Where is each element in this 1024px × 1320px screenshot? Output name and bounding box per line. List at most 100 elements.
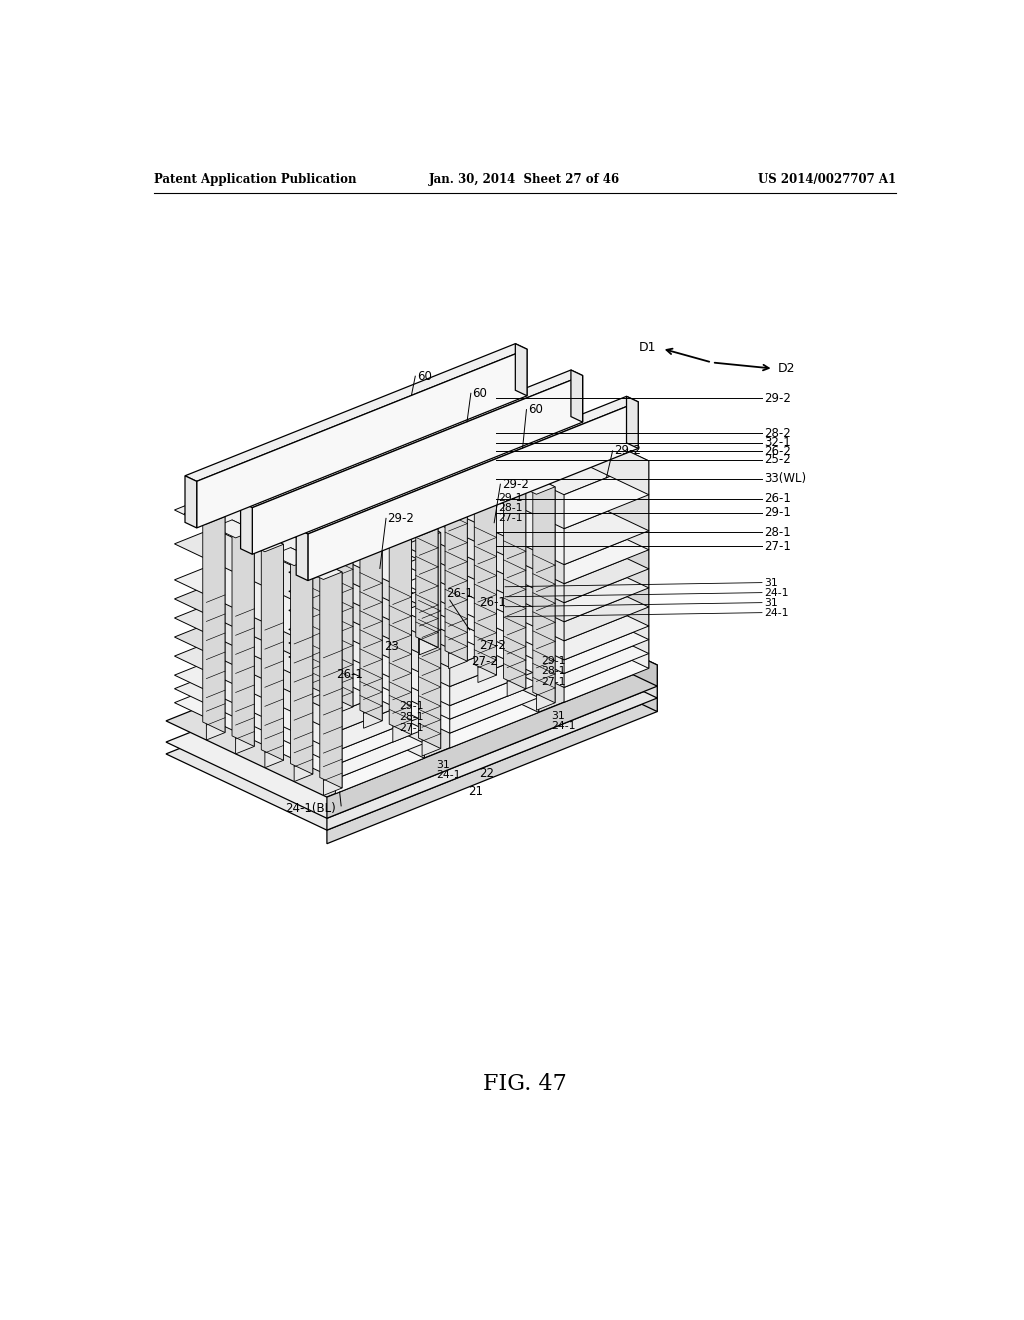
Polygon shape	[272, 548, 312, 565]
Text: 29-1: 29-1	[399, 701, 424, 711]
Text: 28-1: 28-1	[542, 667, 566, 676]
Polygon shape	[445, 434, 467, 661]
Polygon shape	[185, 475, 197, 528]
Text: 25-2: 25-2	[764, 453, 791, 466]
Polygon shape	[403, 577, 649, 688]
Text: 29-2: 29-2	[502, 478, 528, 491]
Polygon shape	[420, 432, 438, 655]
Polygon shape	[485, 462, 525, 480]
Polygon shape	[263, 667, 424, 758]
Polygon shape	[564, 495, 649, 565]
Text: 60: 60	[472, 387, 487, 400]
Text: 28-2: 28-2	[764, 426, 791, 440]
Polygon shape	[564, 569, 649, 622]
Text: 26-2: 26-2	[764, 445, 792, 458]
Polygon shape	[497, 610, 657, 698]
Polygon shape	[166, 610, 657, 818]
Text: D1: D1	[639, 341, 656, 354]
Polygon shape	[327, 698, 657, 843]
Polygon shape	[450, 632, 539, 686]
Polygon shape	[537, 487, 555, 710]
Polygon shape	[263, 508, 424, 620]
Text: 24-1: 24-1	[764, 587, 788, 598]
Text: 32-1: 32-1	[764, 436, 791, 449]
Polygon shape	[263, 640, 424, 730]
Polygon shape	[422, 532, 440, 756]
Polygon shape	[426, 434, 467, 453]
Polygon shape	[263, 582, 424, 677]
Polygon shape	[263, 544, 424, 640]
Polygon shape	[403, 384, 649, 495]
Polygon shape	[305, 477, 324, 701]
Text: 26-1: 26-1	[479, 597, 506, 610]
Polygon shape	[399, 521, 440, 540]
Polygon shape	[450, 574, 539, 630]
Polygon shape	[487, 492, 649, 587]
Text: 29-1: 29-1	[499, 492, 523, 503]
Text: 29-1: 29-1	[764, 506, 792, 519]
Polygon shape	[564, 461, 649, 528]
Polygon shape	[564, 640, 649, 688]
Polygon shape	[378, 462, 539, 574]
Polygon shape	[487, 564, 649, 653]
Polygon shape	[571, 370, 583, 422]
Text: 27-1: 27-1	[764, 540, 792, 553]
Polygon shape	[497, 622, 657, 711]
Text: 21: 21	[468, 785, 482, 799]
Polygon shape	[403, 564, 649, 673]
Polygon shape	[478, 459, 497, 682]
Polygon shape	[243, 533, 284, 552]
Polygon shape	[263, 602, 424, 697]
Polygon shape	[174, 667, 424, 779]
Polygon shape	[336, 730, 424, 779]
Polygon shape	[319, 561, 342, 788]
Polygon shape	[378, 622, 539, 713]
Polygon shape	[487, 454, 649, 550]
Polygon shape	[487, 577, 649, 668]
Text: 22: 22	[479, 767, 494, 780]
Polygon shape	[487, 531, 649, 626]
Polygon shape	[174, 620, 424, 733]
Polygon shape	[564, 531, 649, 583]
Polygon shape	[403, 454, 649, 565]
Polygon shape	[336, 697, 424, 751]
Polygon shape	[336, 659, 424, 713]
Polygon shape	[389, 508, 412, 735]
Polygon shape	[341, 494, 382, 512]
Polygon shape	[232, 520, 254, 746]
Polygon shape	[336, 677, 424, 733]
Polygon shape	[174, 474, 424, 586]
Polygon shape	[474, 449, 497, 675]
Polygon shape	[450, 594, 539, 648]
Polygon shape	[393, 519, 412, 742]
Polygon shape	[327, 665, 657, 818]
Polygon shape	[263, 653, 424, 743]
Polygon shape	[450, 697, 539, 748]
Polygon shape	[564, 550, 649, 603]
Polygon shape	[184, 506, 225, 524]
Polygon shape	[564, 587, 649, 640]
Text: 29-2: 29-2	[764, 392, 792, 405]
Polygon shape	[456, 449, 497, 466]
Polygon shape	[289, 594, 539, 706]
Polygon shape	[450, 671, 539, 719]
Polygon shape	[497, 589, 657, 686]
Polygon shape	[487, 474, 649, 569]
Polygon shape	[289, 622, 539, 733]
Text: 31: 31	[436, 760, 451, 771]
Text: 26-1: 26-1	[336, 668, 364, 681]
Polygon shape	[331, 480, 353, 708]
Text: 31: 31	[764, 598, 778, 607]
Polygon shape	[378, 556, 539, 651]
Polygon shape	[364, 504, 382, 729]
Polygon shape	[507, 473, 525, 697]
Polygon shape	[174, 544, 424, 656]
Polygon shape	[487, 384, 649, 495]
Text: 24-1: 24-1	[436, 771, 461, 780]
Polygon shape	[515, 343, 527, 396]
Polygon shape	[263, 564, 424, 659]
Polygon shape	[371, 508, 412, 527]
Polygon shape	[289, 537, 539, 648]
Polygon shape	[289, 574, 539, 686]
Polygon shape	[289, 499, 539, 610]
